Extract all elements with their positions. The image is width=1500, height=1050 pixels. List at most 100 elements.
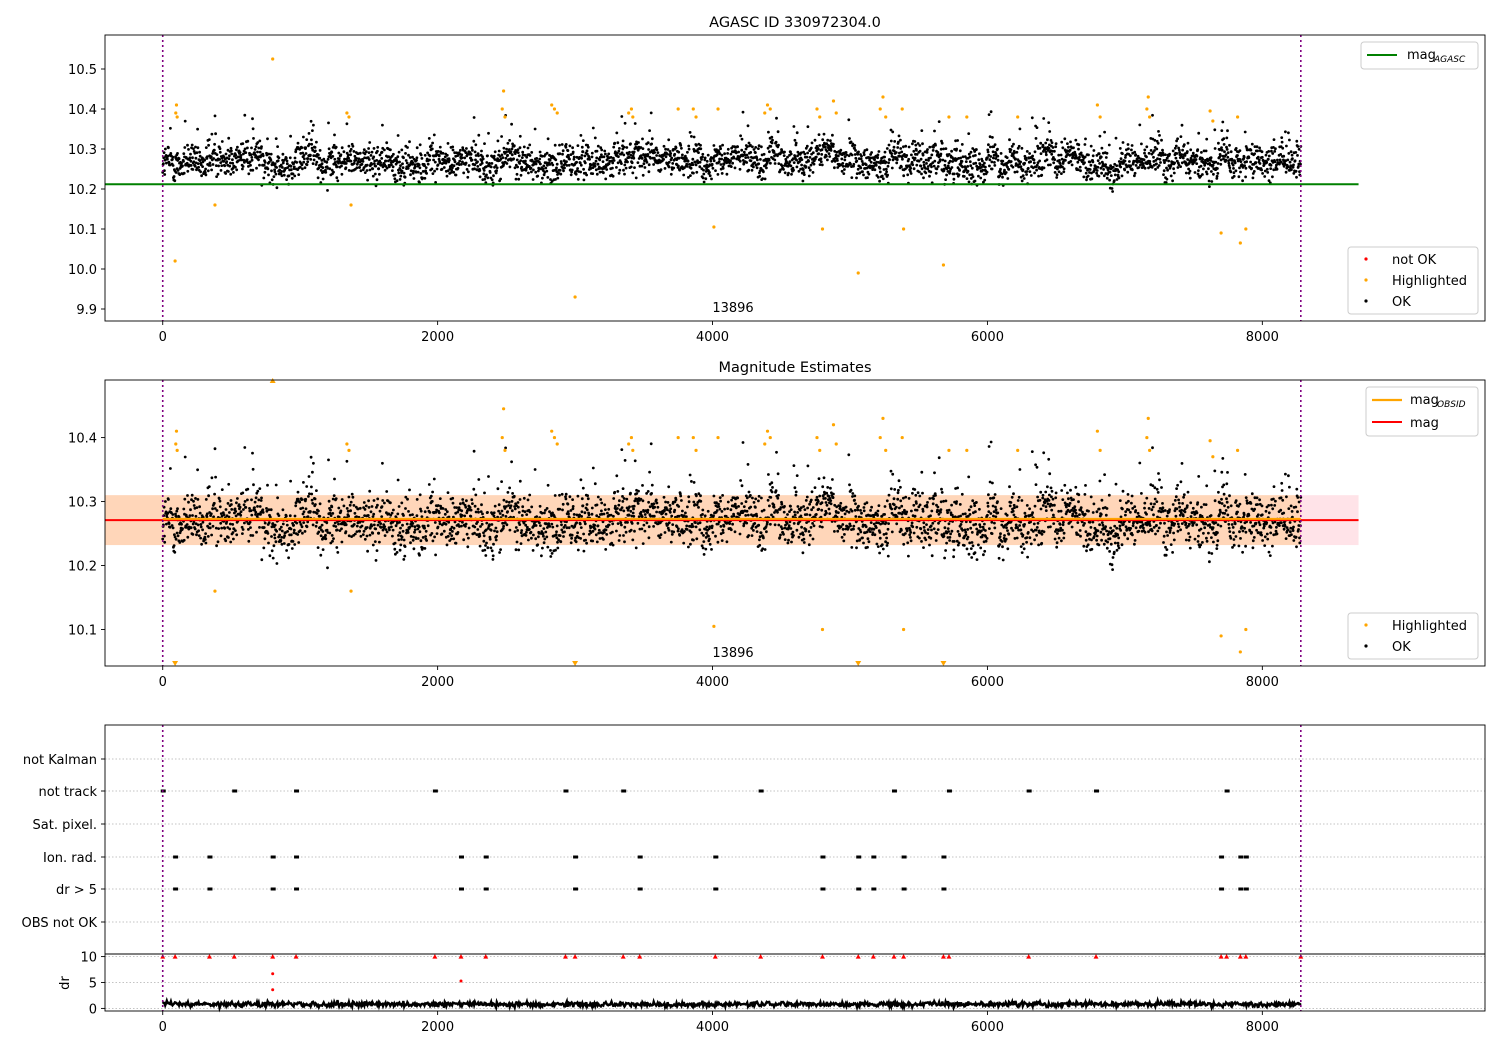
ok-point (1104, 156, 1108, 159)
ok-point (336, 179, 340, 183)
ok-point (1172, 167, 1175, 171)
ok-point (687, 176, 690, 179)
ok-point (393, 547, 397, 551)
ok-point (1152, 155, 1155, 159)
ok-point (466, 175, 470, 179)
ok-point (1057, 165, 1060, 169)
ok-point (204, 498, 208, 501)
ok-point (681, 153, 684, 157)
ok-point (981, 168, 985, 172)
ok-point (368, 489, 372, 493)
ok-point (514, 548, 518, 552)
ok-point (518, 146, 522, 150)
ok-point (561, 502, 565, 506)
ok-point (192, 160, 196, 164)
ok-point (337, 151, 341, 155)
ok-point (201, 165, 205, 169)
ok-point (254, 154, 258, 158)
ok-point (457, 506, 461, 510)
ok-point (1038, 159, 1041, 163)
ok-point (502, 524, 505, 528)
ok-point (1097, 174, 1101, 178)
ok-point (718, 152, 722, 156)
ok-point (310, 146, 314, 150)
ok-point (481, 155, 484, 159)
ok-point (837, 154, 840, 158)
ok-point (297, 541, 301, 544)
ok-point (975, 148, 978, 151)
ok-point (527, 538, 530, 542)
ok-point (165, 161, 168, 165)
ok-point (165, 522, 168, 526)
ok-point (285, 159, 289, 163)
ok-point (560, 143, 564, 146)
ok-point (199, 525, 203, 529)
ok-point (558, 534, 562, 537)
ok-point (1077, 158, 1081, 162)
ok-point (183, 119, 187, 123)
ok-point (507, 148, 511, 151)
ok-point (420, 157, 424, 160)
ok-point (1098, 162, 1101, 165)
ok-point (355, 157, 358, 160)
ok-point (324, 537, 328, 541)
ok-point (268, 554, 272, 558)
ok-point (194, 514, 198, 518)
ok-point (390, 525, 393, 529)
ok-point (231, 158, 234, 162)
ok-point (1251, 172, 1255, 175)
panel-1-x-ticks: 0 2000 4000 6000 8000 (159, 321, 1279, 345)
ok-point (1062, 167, 1066, 171)
ok-point (559, 540, 563, 544)
ok-point (1035, 126, 1039, 129)
ok-point (850, 153, 854, 157)
ok-point (977, 174, 980, 178)
ok-point (571, 505, 575, 508)
ok-point (560, 162, 563, 165)
highlighted-point (768, 107, 772, 111)
ok-point (899, 138, 902, 142)
ok-point (307, 132, 311, 135)
ok-point (729, 152, 733, 156)
ok-point (718, 157, 721, 161)
ok-point (565, 526, 569, 530)
ok-point (1083, 143, 1087, 146)
ok-point (305, 525, 309, 529)
ok-point (985, 170, 989, 174)
ok-point (750, 168, 754, 172)
ok-point (695, 144, 698, 147)
ok-point (1245, 148, 1249, 152)
ok-point (438, 522, 442, 526)
ok-point (1051, 149, 1054, 153)
ok-point (1177, 163, 1181, 167)
ok-point (625, 146, 629, 149)
ok-point (779, 151, 783, 155)
ok-point (632, 507, 635, 511)
ok-point (558, 507, 562, 511)
ok-point (488, 537, 492, 541)
ok-point (622, 153, 626, 157)
ok-point (340, 527, 343, 531)
ok-point (258, 163, 261, 167)
ok-point (186, 143, 189, 147)
ok-point (894, 151, 898, 154)
ok-point (162, 162, 165, 166)
ok-point (285, 549, 288, 552)
ok-point (668, 150, 672, 153)
ok-point (450, 168, 454, 172)
ok-point (1174, 144, 1178, 148)
highlighted-point (1148, 115, 1152, 119)
ok-point (901, 157, 904, 161)
ok-point (423, 153, 427, 157)
ok-point (853, 153, 857, 156)
ok-point (758, 174, 762, 178)
ok-point (276, 145, 279, 149)
ok-point (476, 507, 480, 511)
ok-point (1220, 148, 1224, 152)
ok-point (1077, 143, 1081, 147)
ok-point (278, 533, 281, 537)
ok-point (311, 523, 315, 527)
ok-point (581, 486, 585, 490)
ok-point (575, 513, 579, 517)
ok-point (344, 523, 348, 527)
